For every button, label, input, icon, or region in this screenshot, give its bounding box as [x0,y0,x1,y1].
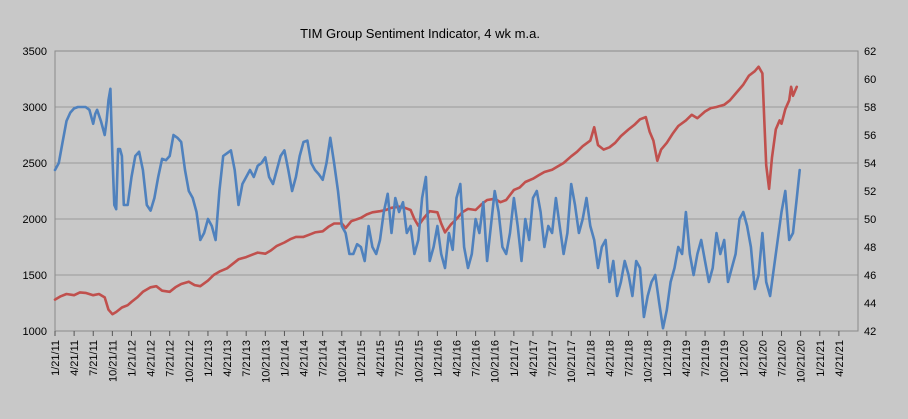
x-tick-label: 1/21/11 [50,340,62,376]
y-right-tick-54: 54 [864,158,876,170]
x-tick-label: 7/21/12 [165,340,177,377]
x-tick-label: 10/21/14 [337,340,349,383]
x-tick-label: 4/21/16 [452,340,464,377]
y-axis-left: 1000 1500 2000 2500 3000 3500 [23,46,47,338]
x-tick-label: 7/21/11 [88,340,100,376]
x-axis: 1/21/11 4/21/11 7/21/11 10/21/11 1/21/12 4/21… [50,331,846,383]
x-tick-label: 7/21/17 [547,340,559,377]
y-left-tick-1000: 1000 [23,326,47,338]
x-tick-label: 4/21/20 [757,340,769,377]
x-tick-label: 4/21/14 [299,340,311,377]
x-tick-label: 7/21/20 [777,340,789,377]
x-tick-label: 10/21/19 [719,340,731,383]
x-tick-label: 7/21/18 [624,340,636,377]
x-tick-label: 4/21/19 [681,340,693,377]
x-tick-label: 1/21/15 [356,340,368,377]
y-right-tick-58: 58 [864,102,876,114]
x-tick-label: 10/21/17 [566,340,578,383]
x-tick-label: 4/21/13 [222,340,234,377]
x-tick-label: 7/21/16 [471,340,483,377]
x-tick-label: 7/21/13 [241,340,253,377]
x-tick-label: 4/21/11 [69,340,81,376]
y-right-tick-46: 46 [864,270,876,282]
x-tick-label: 10/21/12 [184,340,196,383]
y-right-tick-42: 42 [864,326,876,338]
y-right-tick-60: 60 [864,74,876,86]
x-tick-label: 1/21/13 [203,340,215,377]
x-tick-label: 1/21/14 [279,340,291,377]
x-tick-label: 10/21/20 [796,340,808,383]
y-axis-right: 42 44 46 48 50 52 54 56 58 60 62 [864,46,876,338]
y-right-tick-62: 62 [864,46,876,58]
x-tick-label: 1/21/18 [585,340,597,377]
y-right-tick-50: 50 [864,214,876,226]
x-tick-label: 1/21/16 [432,340,444,377]
x-tick-label: 1/21/12 [126,340,138,377]
x-tick-label: 10/21/16 [490,340,502,383]
y-right-tick-52: 52 [864,186,876,198]
y-left-tick-3500: 3500 [23,46,47,58]
y-right-tick-48: 48 [864,242,876,254]
chart-title: TIM Group Sentiment Indicator, 4 wk m.a. [300,26,540,41]
x-tick-label: 10/21/15 [413,340,425,383]
x-tick-label: 4/21/12 [146,340,158,377]
x-tick-label: 10/21/13 [260,340,272,383]
x-tick-label: 4/21/15 [375,340,387,377]
y-left-tick-2500: 2500 [23,158,47,170]
x-tick-label: 7/21/15 [394,340,406,377]
series-line-red [53,65,799,316]
y-left-tick-1500: 1500 [23,270,47,282]
x-tick-label: 4/21/17 [528,340,540,377]
x-tick-label: 1/21/17 [509,340,521,377]
series-line-blue [53,87,801,330]
x-tick-label: 1/21/21 [815,340,827,377]
y-left-tick-2000: 2000 [23,214,47,226]
x-tick-label: 10/21/11 [107,340,119,382]
y-right-tick-56: 56 [864,130,876,142]
y-left-tick-3000: 3000 [23,102,47,114]
x-tick-label: 7/21/14 [318,340,330,377]
x-tick-label: 7/21/19 [700,340,712,377]
x-tick-label: 1/21/19 [662,340,674,377]
x-tick-label: 4/21/18 [604,340,616,377]
x-tick-label: 1/21/20 [738,340,750,377]
x-tick-label: 10/21/18 [643,340,655,383]
y-right-tick-44: 44 [864,298,876,310]
series-group [53,65,801,330]
x-tick-label: 4/21/21 [834,340,846,377]
